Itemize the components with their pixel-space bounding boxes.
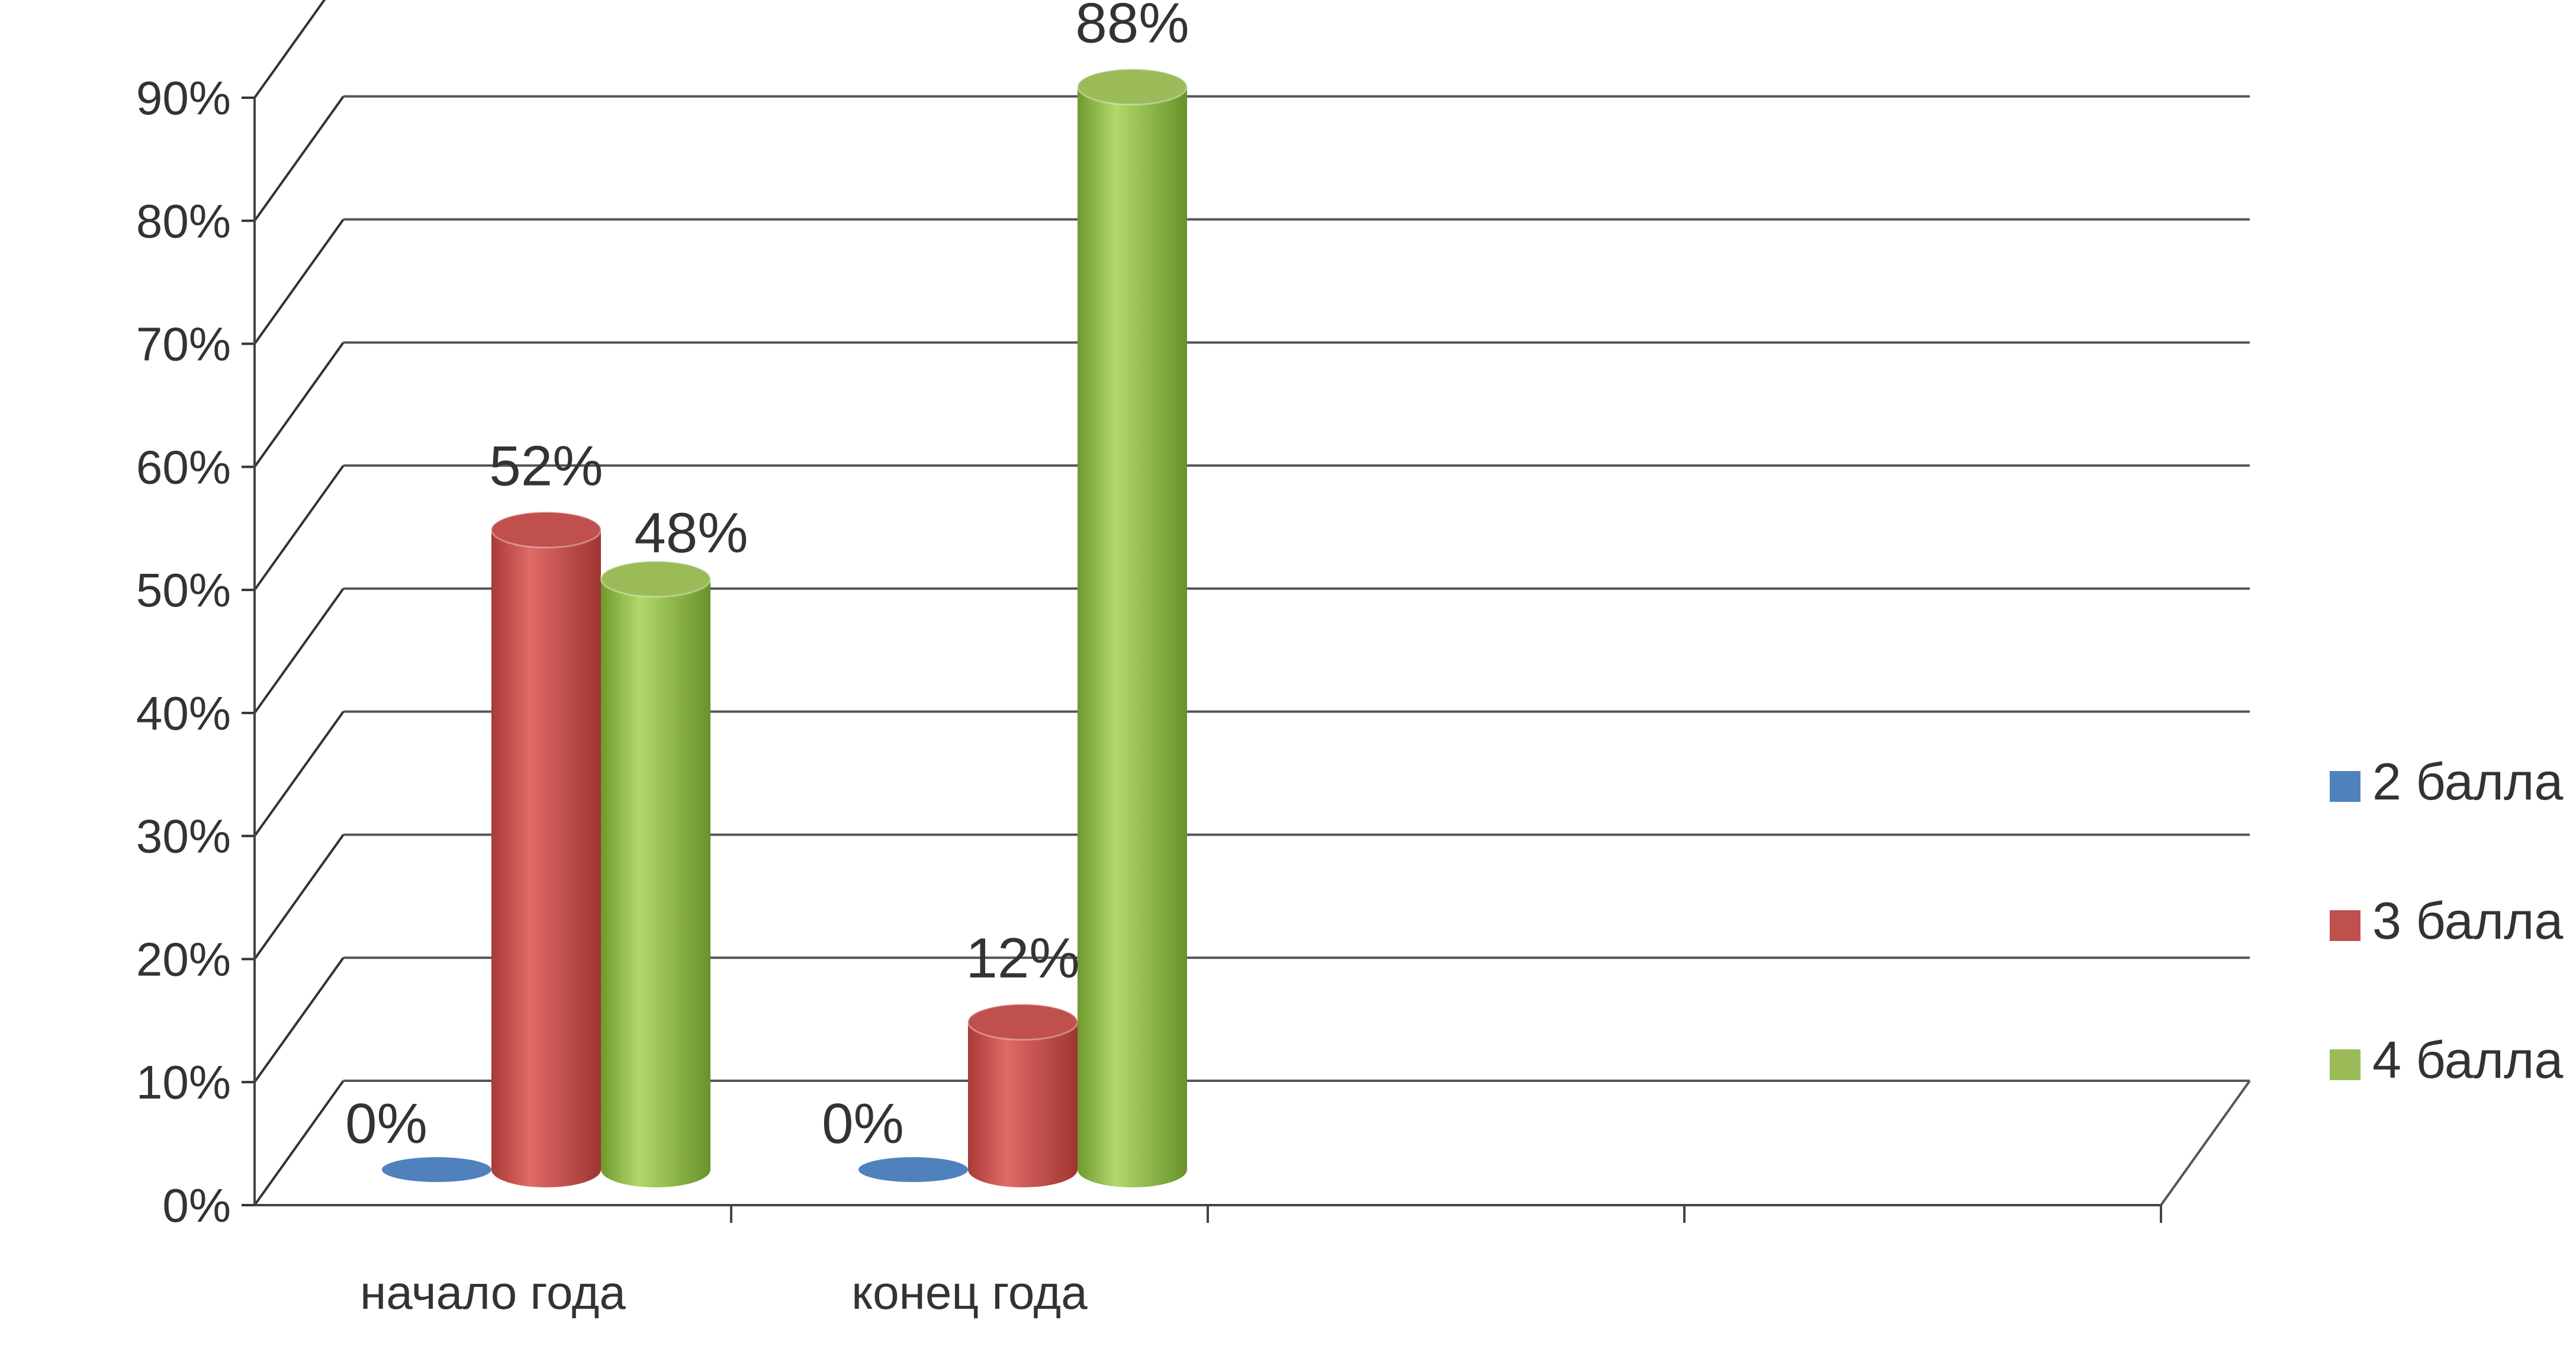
bars <box>382 68 1188 1188</box>
legend-label: 3 балла <box>2372 891 2563 950</box>
x-tick-label: конец года <box>851 1266 1088 1319</box>
bar <box>490 511 602 549</box>
legend-swatch <box>2330 771 2360 802</box>
bar-body <box>491 529 601 1188</box>
gridline-side <box>253 1080 345 1206</box>
gridline-side <box>253 0 326 99</box>
y-tick-label: 20% <box>136 933 231 985</box>
legend: 2 балла 3 балла 4 балла <box>2330 752 2563 1089</box>
y-tick-label: 50% <box>136 564 231 616</box>
y-tick-label: 70% <box>136 318 231 371</box>
legend-swatch <box>2330 1049 2360 1080</box>
y-tick-label: 90% <box>136 72 231 124</box>
legend-label: 2 балла <box>2372 752 2563 811</box>
bar-body <box>968 1022 1078 1188</box>
y-tick-label: 60% <box>136 441 231 493</box>
bar <box>382 1157 491 1182</box>
gridline-side <box>253 464 345 591</box>
gridline-side <box>253 957 345 1083</box>
data-label: 12% <box>966 927 1079 990</box>
gridline-side <box>253 711 345 837</box>
data-labels: 0% 52% 48% 0% 12% 88% <box>345 0 1189 1155</box>
y-tick-label: 80% <box>136 195 231 248</box>
floor-edge <box>2160 1080 2251 1206</box>
bar-body <box>601 579 710 1188</box>
bar <box>600 560 712 598</box>
gridline-side <box>253 342 345 468</box>
gridline-side <box>253 219 345 345</box>
data-label: 52% <box>489 435 603 498</box>
y-tick-label: 10% <box>136 1056 231 1109</box>
y-tick-label: 30% <box>136 810 231 863</box>
bar <box>1076 68 1188 106</box>
bar <box>967 1003 1079 1041</box>
y-tick-label: 40% <box>136 687 231 740</box>
legend-swatch <box>2330 910 2360 941</box>
axes: 0% 10% 20% 30% 40% 50% 60% 70% 80% 90% начало года… <box>136 72 2251 1319</box>
gridline-side <box>253 834 345 960</box>
gridline-side <box>253 95 345 221</box>
data-label: 0% <box>822 1092 904 1155</box>
data-label: 0% <box>345 1092 427 1155</box>
gridline-side <box>253 587 345 714</box>
x-tick-label: начало года <box>360 1266 626 1319</box>
data-label: 48% <box>634 502 748 565</box>
data-label: 88% <box>1075 0 1189 55</box>
bar-body <box>1078 86 1187 1188</box>
legend-label: 4 балла <box>2372 1030 2563 1089</box>
y-tick-label: 0% <box>162 1179 231 1232</box>
bar <box>858 1157 968 1182</box>
